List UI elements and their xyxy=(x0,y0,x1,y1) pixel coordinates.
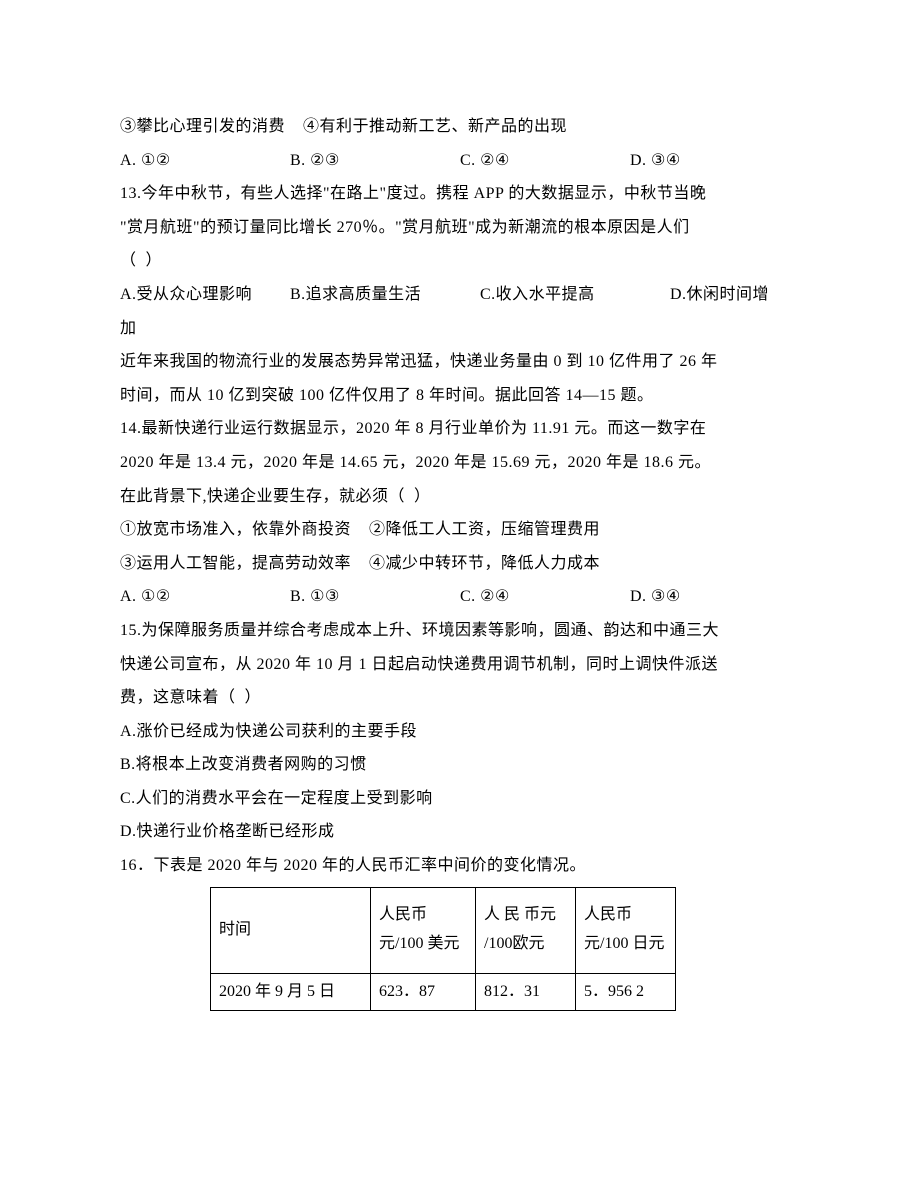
q13-opt-c: C.收入水平提高 xyxy=(480,278,670,312)
q13-options: A.受从众心理影响 B.追求高质量生活 C.收入水平提高 D.休闲时间增 xyxy=(120,278,800,312)
q12-opt-d: D. ③④ xyxy=(630,144,681,178)
q16-stem: 16．下表是 2020 年与 2020 年的人民币汇率中间价的变化情况。 xyxy=(120,849,800,883)
q14-options: A. ①② B. ①③ C. ②④ D. ③④ xyxy=(120,580,800,614)
q15-stem-line1: 15.为保障服务质量并综合考虑成本上升、环境因素等影响，圆通、韵达和中通三大 xyxy=(120,614,800,648)
passage-line1: 近年来我国的物流行业的发展态势异常迅猛，快递业务量由 0 到 10 亿件用了 2… xyxy=(120,345,800,379)
passage-line2: 时间，而从 10 亿到突破 100 亿件仅用了 8 年时间。据此回答 14—15… xyxy=(120,379,800,413)
q13-stem-line3: （ ） xyxy=(120,244,800,278)
q13-opt-d: D.休闲时间增 xyxy=(670,278,769,312)
q15-opt-a: A.涨价已经成为快递公司获利的主要手段 xyxy=(120,715,800,749)
td-usd: 623．87 xyxy=(371,973,476,1011)
q14-opt-a: A. ①② xyxy=(120,580,290,614)
q13-stem-line2: "赏月航班"的预订量同比增长 270％。"赏月航班"成为新潮流的根本原因是人们 xyxy=(120,211,800,245)
th-jpy: 人民币元/100 日元 xyxy=(576,887,676,973)
q12-opt-c: C. ②④ xyxy=(460,144,630,178)
exchange-rate-table: 时间 人民币元/100 美元 人 民 币元 /100欧元 人民币元/100 日元… xyxy=(210,887,676,1012)
td-eur: 812．31 xyxy=(476,973,576,1011)
q13-opt-a: A.受从众心理影响 xyxy=(120,278,290,312)
q12-stem-fragment: ③攀比心理引发的消费 ④有利于推动新工艺、新产品的出现 xyxy=(120,110,800,144)
q12-opt-a: A. ①② xyxy=(120,144,290,178)
q15-opt-b: B.将根本上改变消费者网购的习惯 xyxy=(120,748,800,782)
td-time: 2020 年 9 月 5 日 xyxy=(211,973,371,1011)
q14-stem-line2: 2020 年是 13.4 元，2020 年是 14.65 元，2020 年是 1… xyxy=(120,446,800,480)
td-jpy: 5．956 2 xyxy=(576,973,676,1011)
th-usd: 人民币元/100 美元 xyxy=(371,887,476,973)
table-row: 2020 年 9 月 5 日 623．87 812．31 5．956 2 xyxy=(211,973,676,1011)
q14-choices-line1: ①放宽市场准入，依靠外商投资 ②降低工人工资，压缩管理费用 xyxy=(120,513,800,547)
th-eur: 人 民 币元 /100欧元 xyxy=(476,887,576,973)
th-time: 时间 xyxy=(211,887,371,973)
q12-opt-b: B. ②③ xyxy=(290,144,460,178)
q13-opt-b: B.追求高质量生活 xyxy=(290,278,480,312)
q15-stem-line3: 费，这意味着（ ） xyxy=(120,681,800,715)
q15-opt-d: D.快递行业价格垄断已经形成 xyxy=(120,815,800,849)
q13-opt-d-cont: 加 xyxy=(120,312,800,346)
q12-options: A. ①② B. ②③ C. ②④ D. ③④ xyxy=(120,144,800,178)
q14-choices-line2: ③运用人工智能，提高劳动效率 ④减少中转环节，降低人力成本 xyxy=(120,547,800,581)
q14-stem-line1: 14.最新快递行业运行数据显示，2020 年 8 月行业单价为 11.91 元。… xyxy=(120,412,800,446)
q14-opt-d: D. ③④ xyxy=(630,580,681,614)
q13-stem-line1: 13.今年中秋节，有些人选择"在路上"度过。携程 APP 的大数据显示，中秋节当… xyxy=(120,177,800,211)
q14-opt-c: C. ②④ xyxy=(460,580,630,614)
q15-opt-c: C.人们的消费水平会在一定程度上受到影响 xyxy=(120,782,800,816)
q14-opt-b: B. ①③ xyxy=(290,580,460,614)
q15-stem-line2: 快递公司宣布，从 2020 年 10 月 1 日起启动快递费用调节机制，同时上调… xyxy=(120,648,800,682)
q14-stem-line3: 在此背景下,快递企业要生存，就必须（ ） xyxy=(120,480,800,514)
